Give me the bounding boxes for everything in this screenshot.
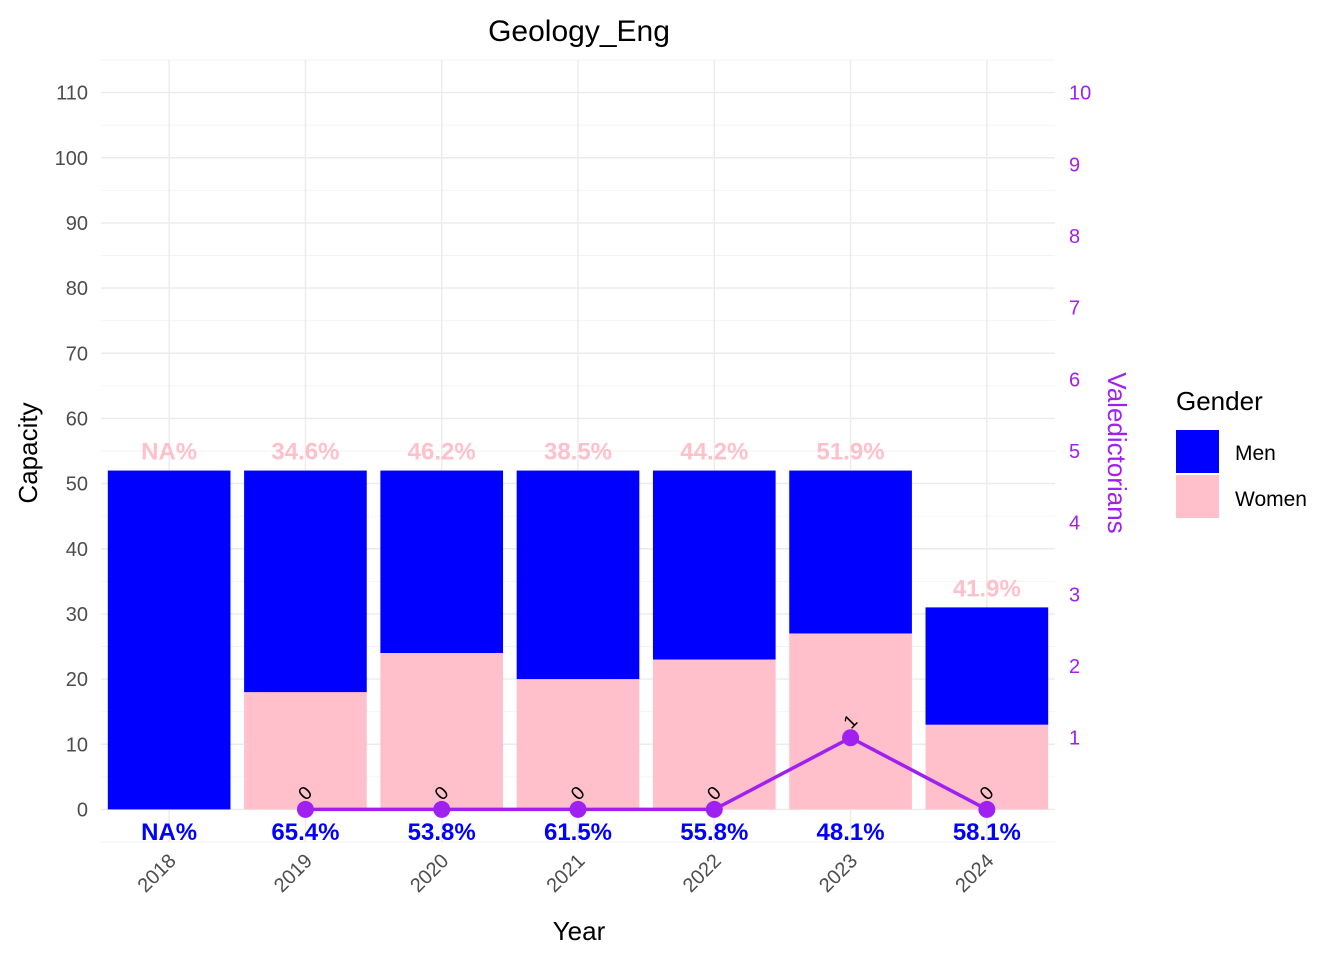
y-tick-label: 90	[66, 213, 88, 235]
y2-tick-label: 5	[1069, 441, 1080, 463]
valedictorian-line	[296, 729, 996, 818]
women-percent-label: 41.9%	[953, 575, 1021, 602]
y2-tick-label: 3	[1069, 584, 1080, 606]
women-percent-label: NA%	[141, 439, 197, 466]
y2-axis-title: Valedictorians	[1102, 372, 1132, 533]
y2-tick-label: 1	[1069, 728, 1080, 750]
x-tick-label: 2024	[951, 850, 998, 897]
women-percent-label: 44.2%	[680, 439, 748, 466]
x-tick-label: 2023	[815, 850, 862, 897]
legend-swatch-women	[1176, 475, 1219, 518]
men-percent-label: 55.8%	[680, 819, 748, 846]
men-percent-label: 48.1%	[817, 819, 885, 846]
valedictorian-point	[978, 800, 996, 818]
bar-women	[516, 679, 640, 810]
women-percent-label: 34.6%	[271, 439, 339, 466]
men-percent-label: 58.1%	[953, 819, 1021, 846]
bar-women	[244, 692, 367, 810]
y-tick-label: 30	[66, 604, 88, 626]
valedictorian-point	[569, 800, 587, 818]
y-tick-label: 0	[77, 799, 88, 821]
women-percent-label: 51.9%	[817, 439, 885, 466]
bar-men	[516, 470, 640, 680]
y2-tick-label: 2	[1069, 656, 1080, 678]
x-tick-label: 2019	[270, 850, 317, 897]
y-axis-title: Capacity	[13, 402, 43, 503]
bars	[107, 470, 1049, 810]
x-tick-label: 2018	[134, 850, 181, 897]
valedictorian-line-path	[305, 735, 988, 812]
bar-women	[789, 633, 912, 810]
y2-tick-label: 4	[1069, 513, 1080, 535]
bar-women	[380, 653, 504, 810]
y2-tick-label: 6	[1069, 369, 1080, 391]
bar-men	[925, 607, 1049, 725]
bar-men	[380, 470, 504, 654]
valedictorian-point	[842, 729, 860, 747]
legend: Gender Men Women	[1176, 386, 1307, 518]
women-percent-label: 46.2%	[408, 439, 476, 466]
bar-men	[652, 470, 776, 660]
bar-women	[925, 724, 1049, 810]
x-tick-label: 2021	[543, 850, 590, 897]
valedictorian-point	[433, 800, 451, 818]
chart-title: Geology_Eng	[488, 15, 670, 48]
y-tick-label: 20	[66, 669, 88, 691]
legend-title: Gender	[1176, 386, 1263, 416]
y-tick-label: 40	[66, 539, 88, 561]
y-tick-label: 50	[66, 474, 88, 496]
valedictorian-point	[705, 800, 723, 818]
legend-label-women: Women	[1235, 488, 1307, 511]
bar-men	[789, 470, 912, 634]
y-tick-label: 100	[55, 148, 88, 170]
legend-swatch-men	[1176, 430, 1219, 473]
men-percent-label: NA%	[141, 819, 197, 846]
y-tick-label: 110	[56, 83, 88, 105]
men-percent-label: 65.4%	[271, 819, 339, 846]
x-tick-label: 2020	[406, 850, 453, 897]
y2-tick-label: 8	[1069, 226, 1080, 248]
men-percent-label: 61.5%	[544, 819, 612, 846]
y-tick-label: 70	[66, 343, 88, 365]
bar-women	[652, 659, 776, 810]
men-percent-label: 53.8%	[408, 819, 476, 846]
y2-tick-label: 7	[1069, 298, 1080, 320]
bar-men	[244, 470, 367, 693]
x-tick-label: 2022	[679, 850, 726, 897]
y-tick-label: 60	[66, 408, 88, 430]
y2-tick-label: 10	[1069, 83, 1091, 105]
valedictorian-point	[296, 800, 314, 818]
y-tick-label: 80	[66, 278, 88, 300]
women-percent-label: 38.5%	[544, 439, 612, 466]
x-axis-title: Year	[553, 916, 606, 946]
y-tick-label: 10	[66, 734, 88, 756]
y2-tick-label: 9	[1069, 154, 1080, 176]
bar-men	[107, 470, 231, 810]
legend-label-men: Men	[1235, 442, 1276, 465]
